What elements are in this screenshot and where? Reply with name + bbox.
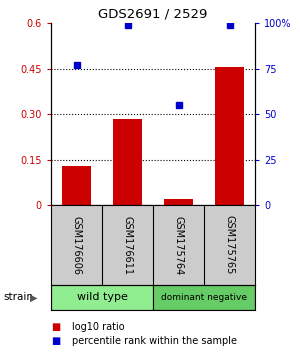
Bar bbox=[62, 166, 91, 205]
Bar bbox=[164, 199, 193, 205]
Bar bbox=[113, 119, 142, 205]
Bar bbox=[51, 285, 153, 310]
Text: ■: ■ bbox=[51, 322, 60, 332]
Text: strain: strain bbox=[3, 292, 33, 302]
Text: percentile rank within the sample: percentile rank within the sample bbox=[72, 336, 237, 346]
Text: log10 ratio: log10 ratio bbox=[72, 322, 124, 332]
Text: ▶: ▶ bbox=[30, 292, 38, 302]
Text: GSM176611: GSM176611 bbox=[122, 216, 133, 275]
Text: GSM176606: GSM176606 bbox=[71, 216, 82, 275]
Title: GDS2691 / 2529: GDS2691 / 2529 bbox=[98, 7, 208, 21]
Text: wild type: wild type bbox=[76, 292, 128, 302]
Text: GSM175765: GSM175765 bbox=[224, 216, 235, 275]
Text: ■: ■ bbox=[51, 336, 60, 346]
Bar bbox=[153, 285, 255, 310]
Text: GSM175764: GSM175764 bbox=[173, 216, 184, 275]
Text: dominant negative: dominant negative bbox=[161, 293, 247, 302]
Bar bbox=[215, 67, 244, 205]
